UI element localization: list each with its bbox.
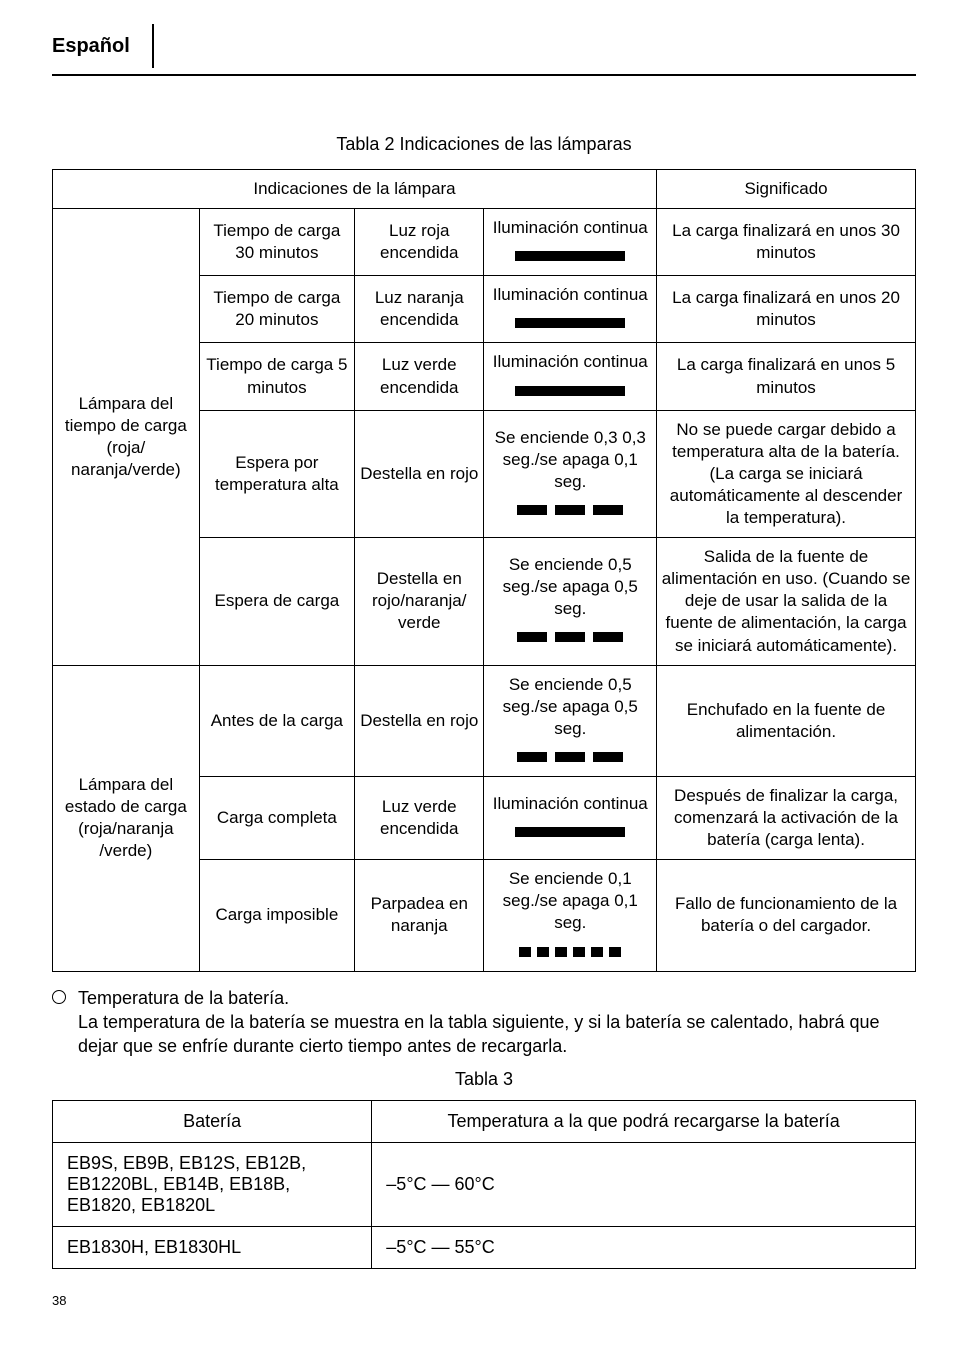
bar-solid-icon (515, 827, 625, 837)
cell-meaning: Fallo de funcionamiento de la batería o … (657, 860, 916, 971)
cell-light: Luz roja encendida (355, 209, 484, 276)
battery-temperature-table: Batería Temperatura a la que podrá recar… (52, 1100, 916, 1269)
cell-meaning: La carga finalizará en unos 30 minutos (657, 209, 916, 276)
cell-state: Carga completa (199, 776, 354, 859)
cell-state: Espera por temperatura alta (199, 410, 354, 537)
indication-text: Iluminación continua (488, 284, 652, 306)
table-row: EB1830H, EB1830HL –5°C — 55°C (53, 1226, 916, 1268)
cell-indication: Iluminación continua (484, 343, 657, 410)
temperature-note: Temperatura de la batería. La temperatur… (52, 986, 916, 1059)
bar-solid-icon (515, 251, 625, 261)
group2-label: Lámpara del estado de carga (roja/naranj… (53, 665, 200, 971)
bar-dash3-icon (513, 627, 627, 646)
header-divider (152, 24, 154, 68)
header-meaning: Significado (657, 170, 916, 209)
page-header: Español (52, 24, 916, 68)
cell-light: Destella en rojo (355, 410, 484, 537)
group1-label: Lámpara del tiempo de carga (roja/ naran… (53, 209, 200, 666)
bullet-circle-icon (52, 990, 66, 1004)
cell-light: Luz verde encendida (355, 343, 484, 410)
header-battery: Batería (53, 1100, 372, 1142)
cell-indication: Se enciende 0,5 seg./se apaga 0,5 seg. (484, 538, 657, 665)
indication-text: Iluminación continua (488, 351, 652, 373)
cell-meaning: Enchufado en la fuente de alimentación. (657, 665, 916, 776)
indication-text: Se enciende 0,1 seg./se apaga 0,1 seg. (488, 868, 652, 934)
cell-indication: Se enciende 0,1 seg./se apaga 0,1 seg. (484, 860, 657, 971)
cell-battery: EB9S, EB9B, EB12S, EB12B, EB1220BL, EB14… (53, 1142, 372, 1226)
table-row: Lámpara del tiempo de carga (roja/ naran… (53, 209, 916, 276)
page-number: 38 (52, 1293, 916, 1308)
cell-indication: Iluminación continua (484, 776, 657, 859)
cell-indication: Se enciende 0,5 seg./se apaga 0,5 seg. (484, 665, 657, 776)
cell-light: Destella en rojo (355, 665, 484, 776)
cell-state: Tiempo de carga 30 minutos (199, 209, 354, 276)
table-header-row: Indicaciones de la lámpara Significado (53, 170, 916, 209)
note-title: Temperatura de la batería. (78, 988, 289, 1008)
indication-text: Se enciende 0,5 seg./se apaga 0,5 seg. (488, 554, 652, 620)
cell-meaning: No se puede cargar debido a temperatura … (657, 410, 916, 537)
indication-text: Se enciende 0,5 seg./se apaga 0,5 seg. (488, 674, 652, 740)
cell-state: Carga imposible (199, 860, 354, 971)
cell-indication: Iluminación continua (484, 276, 657, 343)
indication-text: Se enciende 0,3 0,3 seg./se apaga 0,1 se… (488, 427, 652, 493)
cell-state: Tiempo de carga 20 minutos (199, 276, 354, 343)
cell-light: Parpadea en naranja (355, 860, 484, 971)
bar-dash3-icon (513, 500, 627, 519)
table-header-row: Batería Temperatura a la que podrá recar… (53, 1100, 916, 1142)
header-rule (52, 74, 916, 76)
indication-text: Iluminación continua (488, 217, 652, 239)
cell-indication: Se enciende 0,3 0,3 seg./se apaga 0,1 se… (484, 410, 657, 537)
cell-battery: EB1830H, EB1830HL (53, 1226, 372, 1268)
bar-dash6-icon (516, 942, 624, 961)
cell-meaning: La carga finalizará en unos 20 minutos (657, 276, 916, 343)
bar-dash3-icon (513, 747, 627, 766)
cell-light: Luz naranja encendida (355, 276, 484, 343)
cell-state: Espera de carga (199, 538, 354, 665)
note-text: Temperatura de la batería. La temperatur… (78, 986, 916, 1059)
language-label: Español (52, 35, 152, 58)
cell-light: Destella en rojo/naranja/ verde (355, 538, 484, 665)
cell-state: Tiempo de carga 5 minutos (199, 343, 354, 410)
note-body: La temperatura de la batería se muestra … (78, 1012, 880, 1056)
cell-meaning: Salida de la fuente de alimentación en u… (657, 538, 916, 665)
cell-light: Luz verde encendida (355, 776, 484, 859)
cell-temperature: –5°C — 60°C (372, 1142, 916, 1226)
table2-caption: Tabla 2 Indicaciones de las lámparas (52, 134, 916, 155)
header-indications: Indicaciones de la lámpara (53, 170, 657, 209)
bar-solid-icon (515, 318, 625, 328)
table3-caption: Tabla 3 (52, 1069, 916, 1090)
header-temperature: Temperatura a la que podrá recargarse la… (372, 1100, 916, 1142)
bar-solid-icon (515, 386, 625, 396)
cell-meaning: La carga finalizará en unos 5 minutos (657, 343, 916, 410)
cell-meaning: Después de finalizar la carga, comenzará… (657, 776, 916, 859)
table-row: Lámpara del estado de carga (roja/naranj… (53, 665, 916, 776)
indication-text: Iluminación continua (488, 793, 652, 815)
cell-indication: Iluminación continua (484, 209, 657, 276)
table-row: EB9S, EB9B, EB12S, EB12B, EB1220BL, EB14… (53, 1142, 916, 1226)
lamp-indications-table: Indicaciones de la lámpara Significado L… (52, 169, 916, 972)
cell-state: Antes de la carga (199, 665, 354, 776)
cell-temperature: –5°C — 55°C (372, 1226, 916, 1268)
